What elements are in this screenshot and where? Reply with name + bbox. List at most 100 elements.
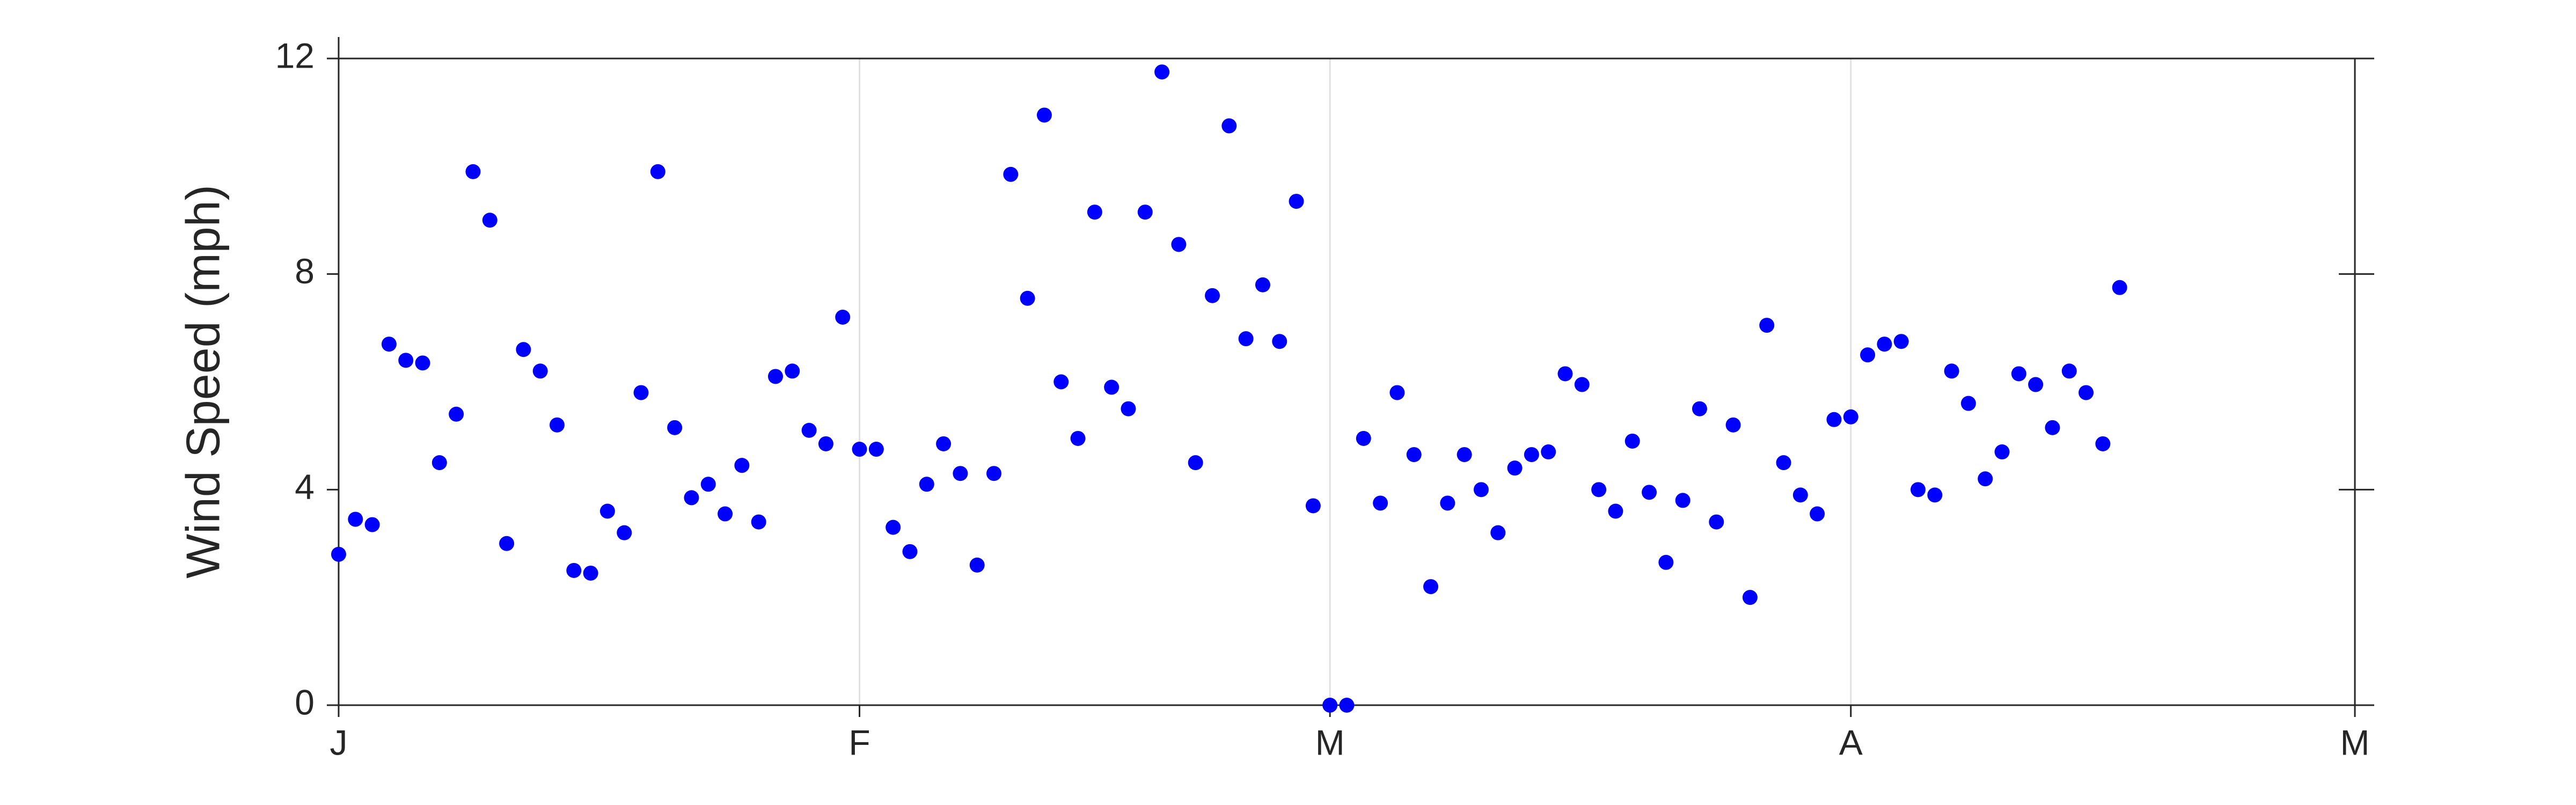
point <box>499 536 515 551</box>
y-tick-label: 0 <box>295 682 314 722</box>
point <box>1742 590 1758 605</box>
point <box>1826 412 1842 427</box>
point <box>1642 485 1657 500</box>
point <box>2095 436 2111 451</box>
point <box>583 565 598 581</box>
point <box>1624 433 1640 449</box>
point <box>431 455 447 471</box>
point <box>331 546 346 562</box>
point <box>1457 447 1472 463</box>
point <box>1574 377 1590 392</box>
point <box>936 436 952 451</box>
point <box>1608 503 1623 519</box>
point <box>415 355 430 371</box>
point <box>1373 495 1388 511</box>
point <box>2011 366 2026 382</box>
point <box>1759 318 1775 333</box>
point <box>1843 409 1858 425</box>
point <box>1675 493 1690 508</box>
point <box>1289 194 1304 209</box>
point <box>2045 420 2060 435</box>
point <box>835 310 851 325</box>
point <box>1507 460 1523 476</box>
point <box>2061 363 2077 379</box>
point <box>885 519 901 535</box>
point <box>2028 377 2044 392</box>
point <box>734 458 750 473</box>
point <box>1692 401 1707 416</box>
point <box>868 442 884 457</box>
point <box>1053 374 1069 390</box>
point <box>1960 396 1976 411</box>
point <box>2112 280 2127 295</box>
point <box>1978 471 1993 487</box>
point <box>550 417 565 433</box>
point <box>1423 579 1439 595</box>
point <box>852 442 867 457</box>
point <box>1658 554 1674 570</box>
y-tick-label: 12 <box>275 35 314 75</box>
point <box>1154 64 1170 80</box>
point <box>1541 444 1556 460</box>
point <box>1792 487 1808 503</box>
point <box>2079 385 2094 400</box>
point <box>1927 487 1943 503</box>
point <box>1104 379 1119 395</box>
point <box>364 517 380 532</box>
y-axis-label: Wind Speed (mph) <box>176 185 229 579</box>
point <box>348 511 363 527</box>
point <box>1255 277 1270 292</box>
point <box>1709 514 1724 530</box>
point <box>1205 288 1220 303</box>
point <box>449 406 464 422</box>
point <box>1994 444 2010 460</box>
point <box>566 562 582 578</box>
point <box>633 385 649 400</box>
point <box>1356 430 1371 446</box>
x-tick-label: M <box>2340 722 2370 762</box>
point <box>1810 506 1825 522</box>
point <box>1188 455 1203 471</box>
point <box>768 369 784 384</box>
point <box>1305 498 1321 514</box>
point <box>617 525 632 540</box>
x-tick-label: M <box>1315 722 1345 762</box>
point <box>902 544 918 559</box>
point <box>785 363 800 379</box>
point <box>1070 430 1086 446</box>
point <box>1893 334 1909 349</box>
point <box>1557 366 1573 382</box>
point <box>1238 331 1254 347</box>
point <box>1003 166 1019 182</box>
point <box>1171 237 1187 252</box>
point <box>1036 107 1052 123</box>
point <box>1473 482 1489 497</box>
point <box>801 422 817 438</box>
point <box>718 506 733 522</box>
point <box>1389 385 1405 400</box>
point <box>953 466 968 481</box>
point <box>1910 482 1926 497</box>
x-tick-label: J <box>330 722 348 762</box>
point <box>1121 401 1136 416</box>
point <box>1020 290 1035 306</box>
point <box>818 436 833 451</box>
point <box>1221 118 1237 134</box>
point <box>532 363 548 379</box>
point <box>1524 447 1539 463</box>
point <box>599 503 615 519</box>
point <box>1591 482 1607 497</box>
point <box>700 477 716 492</box>
point <box>1490 525 1506 540</box>
point <box>465 164 481 179</box>
point <box>516 342 531 357</box>
point <box>1322 698 1338 713</box>
point <box>684 490 699 506</box>
point <box>1440 495 1455 511</box>
point <box>650 164 665 179</box>
x-tick-label: F <box>848 722 870 762</box>
point <box>1406 447 1422 463</box>
point <box>1944 363 1959 379</box>
point <box>381 336 397 352</box>
